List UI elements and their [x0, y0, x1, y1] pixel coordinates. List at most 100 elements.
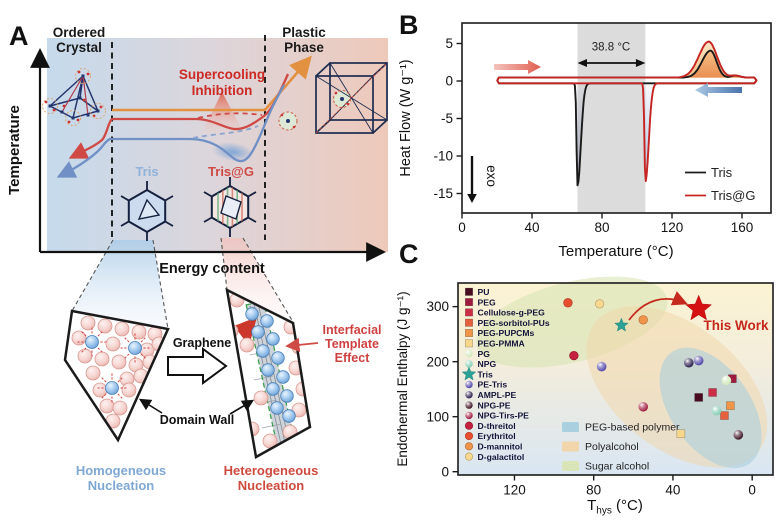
- b-x-tick-label: 40: [524, 220, 539, 235]
- region-legend-label: PEG-based polymer: [585, 422, 680, 434]
- legend-marker-NPG-PE: [465, 401, 473, 409]
- heterogeneous-label-2: Nucleation: [238, 478, 305, 493]
- legend-marker-Erythritol: [464, 431, 474, 441]
- point-D-threitol: [569, 350, 579, 361]
- point-NPG-PE: [733, 430, 744, 440]
- a-y-axis-label: Temperature: [6, 105, 23, 195]
- c-x-label-sub: hys: [596, 506, 612, 517]
- c-legend-label: PEG-PMMA: [478, 339, 525, 349]
- plastic-phase-cube: [278, 62, 388, 134]
- legend-marker-NPG: [465, 360, 473, 368]
- projection-beam-right: [221, 238, 293, 322]
- b-legend-trisg: Tris@G: [711, 188, 755, 203]
- trisg-hexagon-crystal: [203, 177, 257, 237]
- c-y-tick-label: 100: [426, 409, 449, 424]
- interfacial-label-3: Effect: [335, 351, 371, 365]
- c-x-tick-label: 120: [503, 483, 526, 498]
- legend-marker-PE-Tris: [465, 380, 473, 389]
- homogeneous-molecules: [71, 315, 167, 429]
- panel-a-schematic: A Ordered Crystal Plastic Phase Supercoo…: [6, 21, 388, 493]
- point-PG: [721, 375, 732, 386]
- homogeneous-label-1: Homogeneous: [76, 463, 166, 478]
- b-x-tick-label: 0: [458, 220, 466, 235]
- region-legend-swatch: [562, 441, 579, 452]
- supercooling-label-1: Supercooling: [179, 67, 265, 82]
- point-Tris: [614, 317, 629, 332]
- c-x-axis-label: Thys (°C): [587, 497, 643, 517]
- legend-marker-PEG-PMMA: [465, 339, 474, 348]
- homogeneous-label-2: Nucleation: [88, 478, 155, 493]
- b-x-tick-label: 160: [731, 220, 754, 235]
- point-AMPL-PE: [683, 357, 694, 368]
- trisg-label: Tris@G: [208, 164, 254, 179]
- point-NPG-Tirs-PE: [638, 401, 649, 412]
- domain-wall-arrow-right: [229, 399, 255, 415]
- domain-wall-label: Domain Wall: [160, 413, 235, 427]
- legend-marker-NPG-Tirs-PE: [465, 411, 473, 420]
- legend-marker-AMPL-PE: [465, 391, 473, 399]
- interfacial-template-arrow: [285, 337, 319, 353]
- region-legend-label: Sugar alcohol: [585, 461, 649, 473]
- c-legend-label: Cellulose-g-PEG: [478, 308, 546, 318]
- b-y-tick-label: -5: [441, 111, 453, 126]
- homogeneous-domain-wall: [63, 309, 170, 443]
- legend-marker-PEG-sorbitol-PUs: [465, 318, 474, 327]
- point-PE-Tris: [596, 361, 607, 372]
- blue-dip-glow: [212, 142, 254, 162]
- c-y-tick-label: 200: [426, 354, 449, 369]
- hysteresis-band: [577, 23, 646, 213]
- point-D-galactitol: [594, 299, 605, 309]
- template-cone: [234, 317, 257, 346]
- c-legend-label: AMPL-PE: [478, 390, 517, 400]
- plastic-transition-path: [112, 55, 312, 112]
- c-legend-label: PG: [478, 349, 491, 359]
- phase-boundary-dashes: [111, 35, 266, 240]
- point-PE-Tris: [693, 355, 704, 366]
- b-legend-tris: Tris: [711, 165, 733, 180]
- region-legend-swatch: [562, 461, 579, 471]
- c-x-tick-label: 40: [665, 483, 680, 498]
- plastic-phase-label-1: Plastic: [282, 25, 326, 40]
- dsc-curve-Tris@G: [496, 40, 758, 182]
- point-PEG-sorbitol-PUs: [720, 411, 729, 420]
- legend-marker-PG: [465, 349, 473, 358]
- cooling-direction-arrow: [695, 83, 742, 97]
- this-work-star: [685, 294, 713, 321]
- b-y-tick-label: 0: [445, 74, 453, 89]
- heterogeneous-label-1: Heterogeneous: [224, 463, 319, 478]
- c-legend-label: D-mannitol: [478, 442, 523, 452]
- this-work-arrow: [628, 291, 688, 321]
- point-PEG-PUPCMs: [726, 401, 735, 410]
- legend-marker-D-mannitol: [464, 442, 474, 451]
- region-legend-label: Polyalcohol: [585, 441, 639, 453]
- c-legend-label: PEG-sorbitol-PUs: [478, 318, 550, 328]
- c-legend-label: PE-Tris: [478, 380, 508, 390]
- point-D-mannitol: [638, 315, 648, 325]
- trisg-energy-curve: [68, 73, 290, 159]
- point-Cellulose-g-PEG: [708, 388, 717, 397]
- ordered-crystal-label-1: Ordered: [53, 25, 106, 40]
- c-legend-label: Tris: [478, 369, 494, 379]
- c-plot-frame: [457, 282, 774, 476]
- ordered-crystal-molecule: [42, 68, 106, 126]
- melting-peak-fill: [682, 50, 749, 78]
- tris-label: Tris: [135, 164, 158, 179]
- c-legend-label: Erythritol: [478, 431, 516, 441]
- point-NPG: [711, 405, 722, 416]
- b-y-axis-label: Heat Flow (W g⁻¹): [398, 59, 414, 176]
- legend-marker-PEG: [465, 298, 474, 307]
- b-y-tick-label: -10: [433, 149, 453, 164]
- panel-c-scatter-chart: PUPEGCellulose-g-PEGPEG-sorbitol-PUsPEG-…: [395, 240, 774, 517]
- point-PU: [694, 393, 703, 402]
- heating-direction-arrow: [494, 60, 541, 74]
- a-x-axis-label: Energy content: [159, 261, 265, 277]
- point-PEG-PMMA: [676, 429, 686, 439]
- b-x-tick-label: 80: [594, 220, 609, 235]
- c-y-axis-label: Endothermal Enthalpy (J g⁻¹): [395, 291, 410, 466]
- interfacial-label-1: Interfacial: [322, 323, 381, 337]
- b-y-tick-label: -15: [433, 186, 453, 201]
- projection-dashed-lines: [71, 237, 294, 330]
- b-y-tick-label: 5: [445, 36, 453, 51]
- c-x-label-unit: (°C): [612, 497, 643, 514]
